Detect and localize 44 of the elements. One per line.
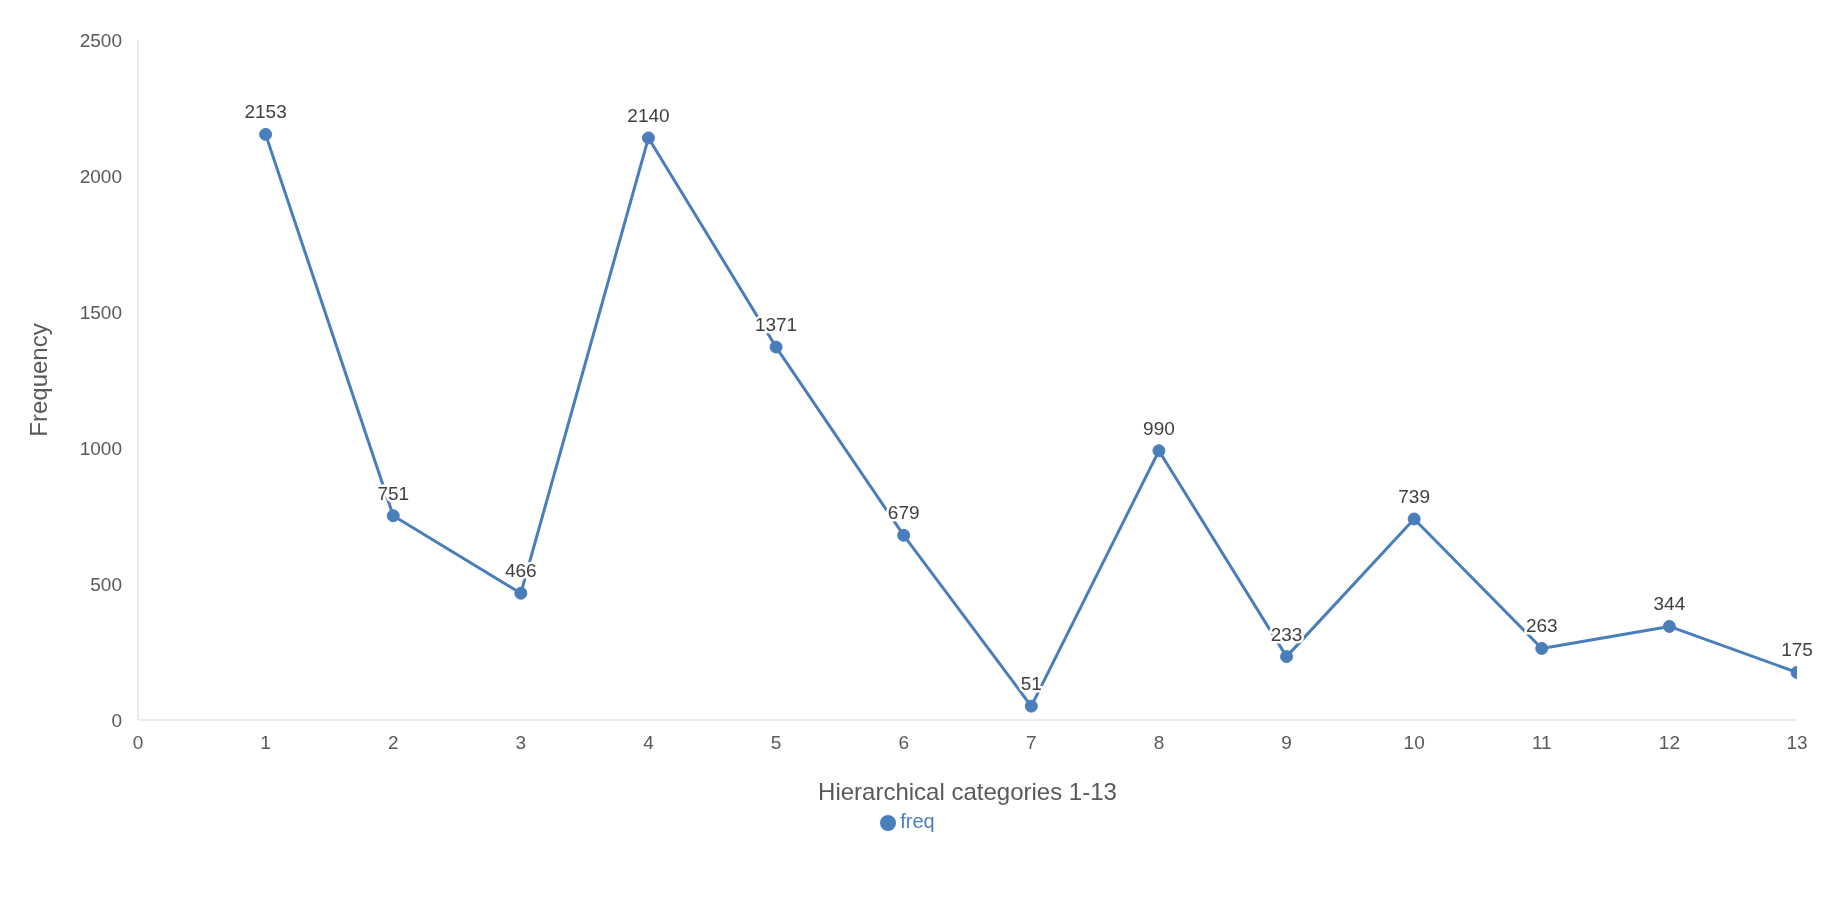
y-tick-label: 2500 <box>79 29 122 51</box>
y-tick-label: 2000 <box>79 165 122 187</box>
x-tick-label: 3 <box>515 732 527 754</box>
point <box>514 586 528 600</box>
data-label: 175 <box>1781 639 1813 661</box>
point <box>1024 699 1038 713</box>
y-tick-label: 0 <box>111 709 122 731</box>
point <box>1535 641 1549 655</box>
data-label: 51 <box>1020 673 1042 695</box>
x-tick-label: 2 <box>387 732 399 754</box>
x-tick-label: 6 <box>898 732 909 754</box>
x-tick-label: 4 <box>643 732 655 754</box>
x-tick-label: 1 <box>260 732 271 754</box>
point <box>1280 650 1294 664</box>
x-tick-label: 0 <box>132 732 144 754</box>
x-axis-title: Hierarchical categories 1-13 <box>818 778 1117 805</box>
point <box>259 127 273 141</box>
y-axis-title: Frequency <box>24 323 52 437</box>
x-tick-label: 13 <box>1786 732 1808 754</box>
x-tick-label: 11 <box>1531 732 1552 754</box>
point <box>1407 512 1421 526</box>
x-tick-label: 12 <box>1658 732 1680 754</box>
x-tick-label: 7 <box>1026 732 1037 754</box>
data-label: 679 <box>887 502 920 524</box>
point <box>897 528 911 542</box>
x-tick-label: 10 <box>1403 732 1425 754</box>
data-label: 990 <box>1143 417 1175 439</box>
x-tick-label: 8 <box>1153 732 1165 754</box>
y-tick-label: 1000 <box>79 437 122 459</box>
y-tick-label: 500 <box>90 573 122 595</box>
data-label: 263 <box>1525 615 1558 637</box>
data-label: 2153 <box>244 101 287 123</box>
point <box>386 509 400 523</box>
data-label: 739 <box>1398 485 1431 507</box>
data-label: 2140 <box>627 104 670 126</box>
point <box>1152 444 1166 458</box>
point <box>641 131 655 145</box>
data-label: 344 <box>1653 593 1686 615</box>
y-tick-label: 1500 <box>79 301 122 323</box>
point <box>769 340 783 354</box>
x-tick-label: 9 <box>1281 732 1292 754</box>
x-tick-label: 5 <box>770 732 782 754</box>
legend-label: freq <box>900 810 935 832</box>
point <box>1662 619 1676 633</box>
